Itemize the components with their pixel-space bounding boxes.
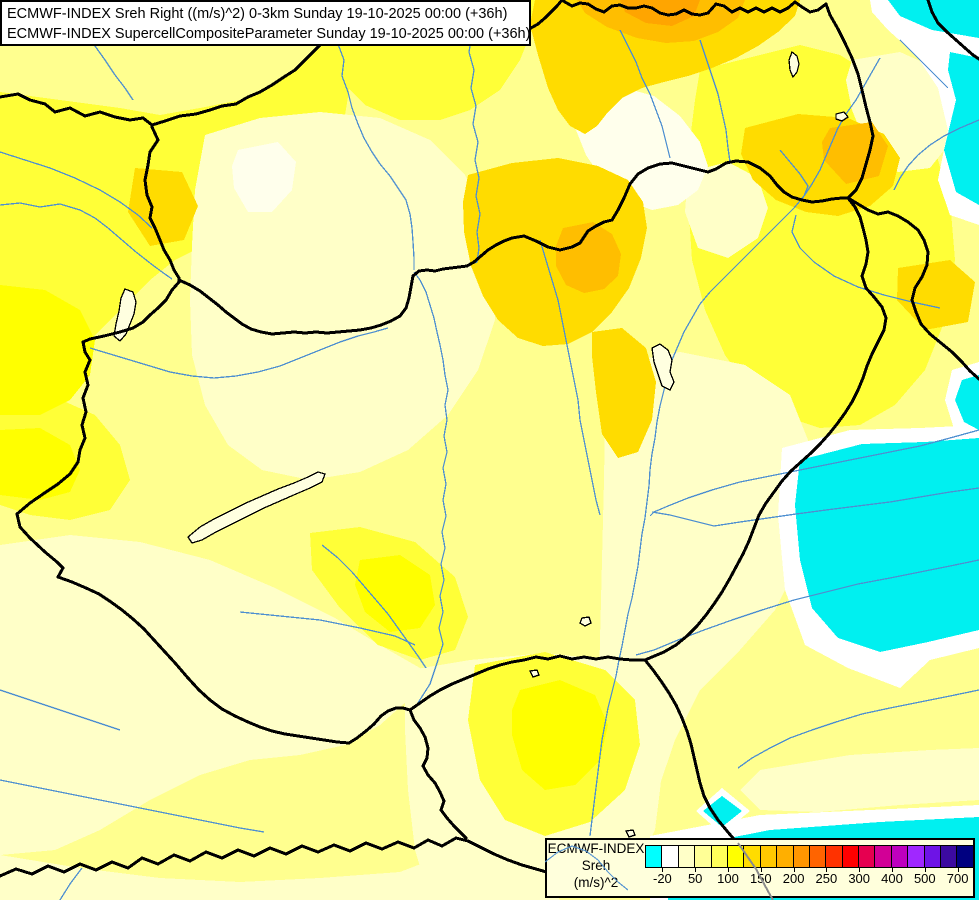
legend-colorbar — [645, 845, 974, 868]
lake-small-4 — [529, 669, 540, 678]
lake-small-3 — [579, 616, 592, 627]
border-sk-ua-pl — [560, 0, 875, 200]
border-hu-sk — [177, 159, 850, 336]
legend-color-cell — [777, 846, 794, 867]
lake-tisza — [651, 343, 675, 391]
legend-tick — [957, 867, 959, 872]
legend-color-cell — [646, 846, 663, 867]
legend-title-model: ECMWF-INDEX — [547, 841, 645, 856]
legend-tick — [662, 867, 664, 872]
legend-color-cell — [695, 846, 712, 867]
border-pl-sk-west — [529, 0, 564, 30]
legend-tick-label: 100 — [717, 871, 739, 886]
legend-color-cell — [842, 846, 860, 867]
lake-small-1 — [788, 50, 800, 79]
border-ua-corner — [926, 0, 979, 61]
border-hu-rs — [408, 654, 647, 712]
title-line-1: ECMWF-INDEX Sreh Right ((m/s)^2) 0-3km S… — [7, 6, 508, 22]
legend-color-cell — [662, 846, 679, 867]
legend-color-cell — [875, 846, 892, 867]
legend-titles: ECMWF-INDEX Sreh (m/s)^2 — [547, 840, 645, 896]
lake-small-2 — [835, 111, 849, 122]
contour-core-yellow — [0, 285, 608, 790]
border-sava — [0, 836, 562, 879]
legend-tick — [728, 867, 729, 872]
legend-color-cell — [891, 846, 909, 867]
border-hu-ro — [643, 196, 888, 662]
legend-tick-label: 250 — [815, 871, 838, 886]
legend-tick-label: 500 — [913, 871, 936, 886]
legend-title-parameter: Sreh — [581, 858, 611, 873]
country-borders — [0, 0, 979, 879]
legend-color-cell — [793, 846, 810, 867]
legend-color-cell — [941, 846, 958, 867]
border-ua-ro — [846, 196, 979, 381]
legend-color-cell — [760, 846, 778, 867]
legend-tick — [924, 867, 926, 872]
lakes — [113, 50, 849, 838]
legend-color-cell — [711, 846, 728, 867]
legend-tick-label: -20 — [652, 871, 672, 886]
legend-color-cell — [678, 846, 696, 867]
legend-tick — [826, 867, 828, 872]
legend-tick — [859, 867, 861, 872]
title-line-2: ECMWF-INDEX SupercellCompositeParameter … — [7, 26, 531, 42]
legend-tick-label: 50 — [687, 871, 703, 886]
legend-color-cell — [744, 846, 761, 867]
border-drava — [56, 575, 412, 745]
legend-tick-label: 200 — [782, 871, 805, 886]
lake-neusiedl — [113, 288, 137, 342]
legend-tick — [695, 867, 697, 872]
legend-color-cell — [957, 846, 973, 867]
border-rs-ro — [643, 658, 735, 840]
border-cz-at-sk — [0, 41, 324, 127]
legend-tick-label: 300 — [848, 871, 871, 886]
legend-color-cell — [859, 846, 876, 867]
border-at-slo-hu — [15, 280, 181, 579]
legend-color-cell — [809, 846, 827, 867]
legend-color-cell — [908, 846, 925, 867]
legend-tick — [793, 867, 795, 872]
legend-color-cell — [826, 846, 843, 867]
legend-title-units: (m/s)^2 — [573, 875, 619, 890]
legend-tick — [892, 867, 893, 872]
legend-color-cell — [727, 846, 745, 867]
legend: ECMWF-INDEX Sreh (m/s)^2 -20 50 100 150 200 2… — [545, 838, 975, 898]
border-hr-rs-danube — [408, 708, 468, 840]
lake-balaton — [187, 471, 326, 544]
legend-tick-label: 700 — [946, 871, 969, 886]
legend-tick-label: 400 — [881, 871, 903, 886]
border-morava — [143, 125, 181, 280]
lake-small-5 — [625, 829, 636, 838]
legend-color-cell — [924, 846, 942, 867]
title-box: ECMWF-INDEX Sreh Right ((m/s)^2) 0-3km S… — [0, 0, 531, 46]
